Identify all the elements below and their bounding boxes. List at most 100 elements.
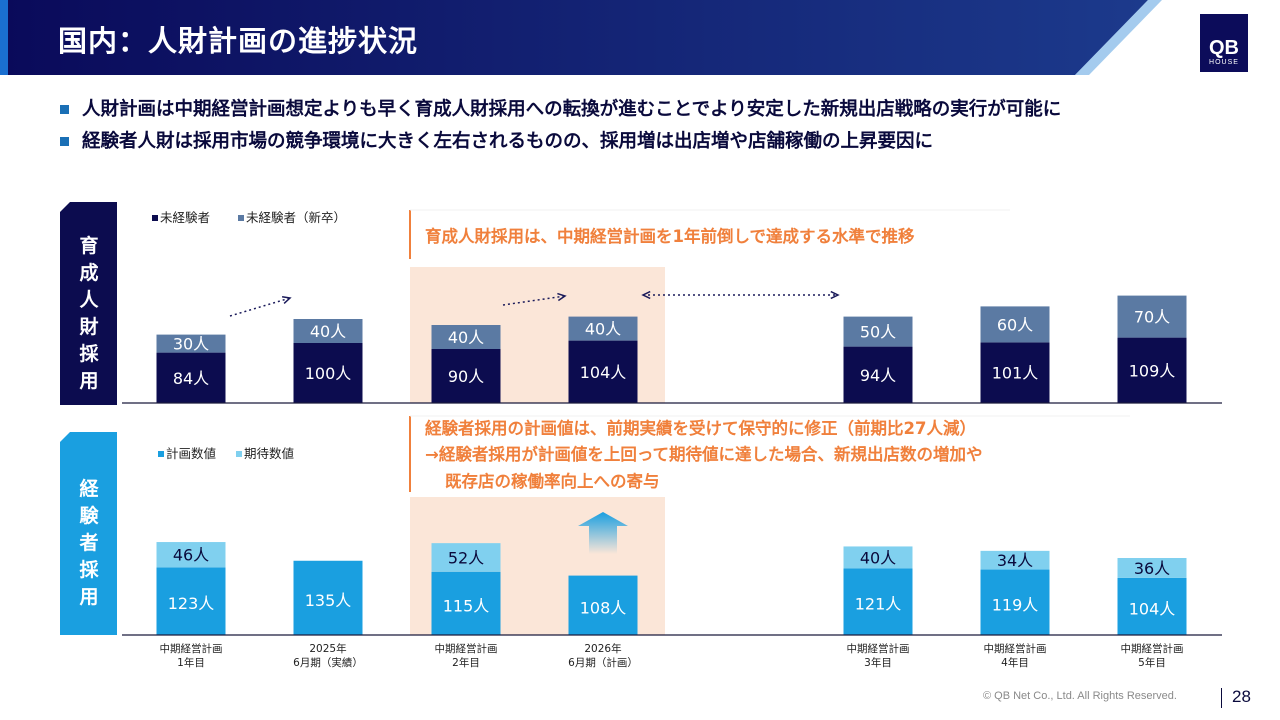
legend-label: 期待数値 bbox=[244, 446, 294, 461]
x-axis-label: 2026年 bbox=[584, 642, 621, 655]
data-label: 115人 bbox=[443, 596, 490, 615]
data-label: 100人 bbox=[305, 364, 352, 383]
data-label: 84人 bbox=[173, 369, 209, 388]
x-axis-label: 4年目 bbox=[1001, 656, 1029, 669]
data-label: 46人 bbox=[173, 546, 209, 565]
data-label: 94人 bbox=[860, 366, 896, 385]
bullet-square-icon bbox=[60, 137, 69, 146]
section-label-notch bbox=[60, 202, 70, 212]
section-label-notch bbox=[60, 432, 70, 442]
annotation-text: 既存店の稼働率向上への寄与 bbox=[445, 471, 660, 491]
x-axis-label: 2年目 bbox=[452, 656, 480, 669]
bullet-square-icon bbox=[60, 105, 69, 114]
data-label: 104人 bbox=[580, 363, 627, 382]
data-label: 108人 bbox=[580, 598, 627, 617]
legend-label: 未経験者（新卒） bbox=[246, 210, 346, 225]
section-title-char: 者 bbox=[79, 532, 98, 554]
data-label: 123人 bbox=[168, 594, 215, 613]
data-label: 104人 bbox=[1129, 599, 1176, 618]
bullet-text: 経験者人財は採用市場の競争環境に大きく左右されるものの、採用増は出店増や店舗稼働… bbox=[82, 131, 934, 152]
bar-segment bbox=[980, 342, 1050, 403]
arrow-head-icon bbox=[557, 292, 567, 302]
data-label: 70人 bbox=[1134, 308, 1170, 327]
up-arrow-icon bbox=[578, 512, 628, 554]
footer-divider bbox=[1221, 688, 1222, 708]
data-label: 34人 bbox=[997, 551, 1033, 570]
x-axis-label: 2025年 bbox=[309, 642, 346, 655]
data-label: 40人 bbox=[310, 322, 346, 341]
bullet-item: 人財計画は中期経営計画想定よりも早く育成人財採用への転換が進むことでより安定した… bbox=[60, 96, 1061, 128]
x-axis-label: 中期経営計画 bbox=[435, 642, 498, 655]
section-title-char: 験 bbox=[79, 504, 99, 527]
bar-segment bbox=[843, 316, 913, 347]
x-axis-label: 中期経営計画 bbox=[1121, 642, 1184, 655]
x-axis-label: 中期経営計画 bbox=[847, 642, 910, 655]
bar-segment bbox=[1117, 558, 1187, 578]
arrow-head-icon bbox=[641, 290, 651, 300]
arrow-head-icon bbox=[830, 290, 840, 300]
page-number: 28 bbox=[1232, 687, 1251, 706]
bar-segment bbox=[843, 546, 913, 569]
data-label: 40人 bbox=[448, 328, 484, 347]
section-title-char: 育 bbox=[79, 234, 98, 257]
x-axis-label: 6月期（実績） bbox=[293, 656, 363, 669]
annotation-text: 経験者採用の計画値は、前期実績を受けて保守的に修正（前期比27人減） bbox=[425, 418, 976, 438]
bar-segment bbox=[431, 349, 501, 403]
x-axis-label: 中期経営計画 bbox=[160, 642, 223, 655]
section-label-box bbox=[60, 202, 117, 405]
bar-segment bbox=[156, 352, 226, 403]
data-label: 40人 bbox=[860, 548, 896, 567]
bar-segment bbox=[1117, 577, 1187, 635]
annotation-text: →経験者採用が計画値を上回って期待値に達した場合、新規出店数の増加や bbox=[425, 444, 983, 464]
bar-segment bbox=[156, 542, 226, 568]
data-label: 60人 bbox=[997, 315, 1033, 334]
bar-segment bbox=[431, 325, 501, 349]
header-banner: 国内：人財計画の進捗状況 QB HOUSE bbox=[0, 0, 1280, 75]
bar-segment bbox=[293, 343, 363, 403]
legend-label: 計画数値 bbox=[166, 446, 216, 461]
bar-segment bbox=[431, 571, 501, 635]
logo-text: QB bbox=[1209, 37, 1239, 59]
data-label: 119人 bbox=[992, 595, 1039, 614]
data-label: 36人 bbox=[1134, 559, 1170, 578]
data-label: 109人 bbox=[1129, 361, 1176, 380]
copyright-text: © QB Net Co., Ltd. All Rights Reserved. bbox=[983, 690, 1177, 702]
bullet-item: 経験者人財は採用市場の競争環境に大きく左右されるものの、採用増は出店増や店舗稼働… bbox=[60, 128, 1061, 160]
bullet-text: 人財計画は中期経営計画想定よりも早く育成人財採用への転換が進むことでより安定した… bbox=[82, 99, 1062, 120]
bar-segment bbox=[431, 543, 501, 572]
section-title-char: 用 bbox=[79, 586, 98, 608]
legend-swatch bbox=[152, 215, 158, 221]
legend-swatch bbox=[236, 451, 242, 457]
dotted-arrow bbox=[502, 295, 566, 306]
legend-label: 未経験者 bbox=[160, 210, 210, 225]
bar-segment bbox=[843, 568, 913, 635]
x-axis-label: 中期経営計画 bbox=[984, 642, 1047, 655]
dotted-arrow bbox=[229, 297, 291, 317]
bar-segment bbox=[568, 316, 638, 341]
bar-segment bbox=[156, 567, 226, 635]
section-title-char: 採 bbox=[79, 343, 99, 365]
bar-segment bbox=[293, 319, 363, 343]
x-axis-label: 6月期（計画） bbox=[568, 656, 638, 669]
section-label-box bbox=[60, 432, 117, 635]
data-label: 121人 bbox=[855, 595, 902, 614]
bar-segment bbox=[1117, 337, 1187, 403]
data-label: 101人 bbox=[992, 364, 1039, 383]
bar-segment bbox=[568, 575, 638, 635]
section-title-char: 人 bbox=[79, 289, 99, 311]
bar-segment bbox=[293, 560, 363, 635]
data-label: 52人 bbox=[448, 548, 484, 567]
header-background bbox=[0, 0, 1162, 75]
data-label: 40人 bbox=[585, 320, 621, 339]
legend-swatch bbox=[238, 215, 244, 221]
bar-segment bbox=[1117, 295, 1187, 338]
bar-segment bbox=[980, 569, 1050, 635]
data-label: 30人 bbox=[173, 335, 209, 354]
bar-segment bbox=[843, 346, 913, 403]
bar-segment bbox=[980, 306, 1050, 343]
summary-bullets: 人財計画は中期経営計画想定よりも早く育成人財採用への転換が進むことでより安定した… bbox=[60, 96, 1061, 160]
data-label: 90人 bbox=[448, 367, 484, 386]
data-label: 50人 bbox=[860, 323, 896, 342]
section-title-char: 用 bbox=[79, 370, 98, 392]
